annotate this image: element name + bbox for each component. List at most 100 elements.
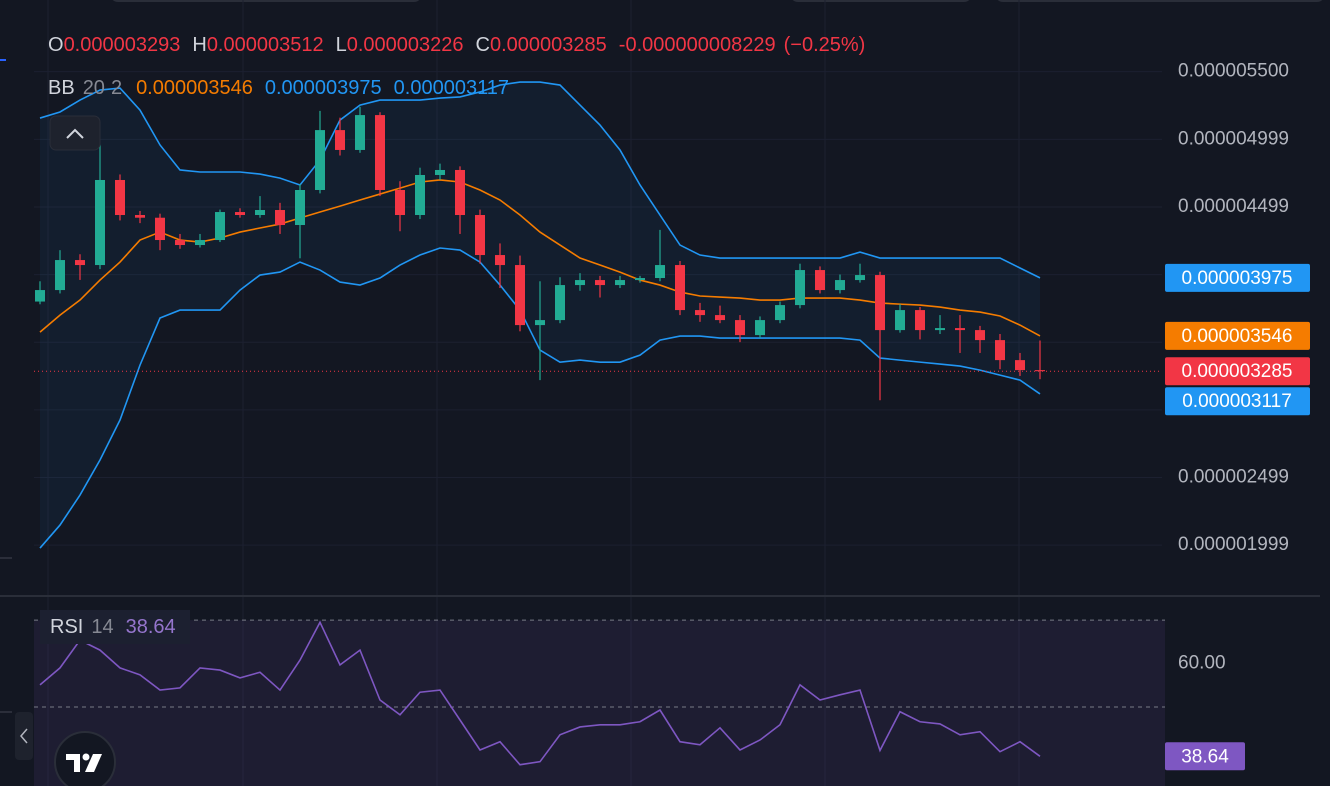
candle-body bbox=[695, 310, 705, 316]
candle-body bbox=[1035, 370, 1045, 372]
indicator-param: 14 bbox=[91, 615, 114, 638]
time-grid bbox=[47, 0, 1020, 786]
candle-body bbox=[655, 265, 665, 279]
rsi-band-bg bbox=[34, 620, 1165, 786]
candle-body bbox=[775, 305, 785, 321]
candle-body bbox=[575, 280, 585, 286]
y-tick-label: 0.000002499 bbox=[1178, 467, 1289, 488]
candle-body bbox=[175, 240, 185, 246]
candle-body bbox=[535, 320, 545, 326]
candle-body bbox=[415, 174, 425, 216]
bb-legend: BB 20 2 0.000003546 0.000003975 0.000003… bbox=[48, 77, 513, 100]
candle-body bbox=[715, 315, 725, 321]
logo-shape bbox=[85, 754, 102, 772]
rsi-badge-label: 38.64 bbox=[1181, 746, 1229, 767]
candle-body bbox=[255, 210, 265, 216]
candle-body bbox=[35, 290, 45, 302]
ohlc-label: C bbox=[475, 34, 490, 56]
bb-band-line bbox=[39, 81, 1041, 279]
candle-body bbox=[475, 215, 485, 256]
candle-body bbox=[1015, 360, 1025, 371]
tradingview-logo[interactable] bbox=[54, 731, 116, 786]
ohlc-value: 0.000003512 bbox=[206, 34, 324, 56]
indicator-name: RSI bbox=[50, 615, 84, 638]
logo-shape bbox=[82, 753, 90, 761]
chevron-icon bbox=[66, 128, 84, 139]
candle-body bbox=[115, 179, 125, 216]
left-sidebar bbox=[0, 59, 33, 760]
candle-body bbox=[215, 212, 225, 241]
bb-basis-line bbox=[39, 179, 1041, 337]
candle-body bbox=[915, 310, 925, 331]
candle-body bbox=[55, 260, 65, 291]
rsi-value: 38.64 bbox=[125, 615, 176, 638]
candle-body bbox=[95, 179, 105, 266]
button-bg[interactable] bbox=[49, 115, 101, 151]
candle-body bbox=[895, 310, 905, 331]
ohlc-legend: O 0.000003293 H 0.000003512 L 0.000003226 C… bbox=[48, 34, 869, 57]
candle-body bbox=[235, 212, 245, 216]
y-tick-label: 0.000004499 bbox=[1178, 196, 1289, 217]
y-tick-label: 0.000005500 bbox=[1178, 61, 1289, 82]
price-badge bbox=[1165, 387, 1310, 416]
bb-basis-value: 0.000003546 bbox=[136, 77, 253, 99]
ohlc-value: 0.000003285 bbox=[489, 34, 607, 56]
candle-body bbox=[855, 275, 865, 281]
indicator-name: BB bbox=[48, 77, 75, 99]
candle-body bbox=[675, 265, 685, 311]
candle-body bbox=[395, 189, 405, 216]
price-badge-label: 0.000003975 bbox=[1182, 268, 1293, 289]
candle-body bbox=[435, 169, 445, 175]
candle-body bbox=[875, 275, 885, 331]
candle-body bbox=[975, 330, 985, 341]
price-badge bbox=[1165, 357, 1310, 386]
bb-lower-value: 0.000003117 bbox=[393, 77, 509, 99]
toolbar-chip[interactable] bbox=[110, 0, 422, 2]
y-tick-label: 60.00 bbox=[1178, 653, 1226, 674]
indicator-param: 2 bbox=[110, 77, 123, 99]
candle-body bbox=[935, 328, 945, 331]
candle-body bbox=[495, 255, 505, 266]
collapse-legend-button[interactable] bbox=[49, 115, 101, 151]
y-tick-label: 0.000001999 bbox=[1178, 534, 1289, 555]
price-badge-label: 0.000003117 bbox=[1182, 391, 1292, 412]
candle-body bbox=[795, 270, 805, 306]
rsi-badge bbox=[1165, 742, 1245, 771]
candle-body bbox=[755, 320, 765, 336]
candle-body bbox=[155, 217, 165, 241]
ohlc-label: O bbox=[48, 34, 64, 56]
candle-body bbox=[195, 240, 205, 246]
candle-body bbox=[355, 115, 365, 150]
price-badge bbox=[1165, 321, 1310, 350]
price-axis: 0.000005500 0.000004999 0.000004499 0.00000… bbox=[1165, 61, 1310, 771]
candle-body bbox=[835, 280, 845, 291]
indicator-param: 20 bbox=[82, 77, 105, 99]
candle-body bbox=[375, 115, 385, 190]
rsi-legend: RSI 14 38.64 bbox=[40, 610, 190, 644]
candle-body bbox=[995, 340, 1005, 361]
collapse-tab[interactable] bbox=[15, 712, 33, 760]
price-pane bbox=[34, 71, 1162, 549]
candle-body bbox=[615, 280, 625, 286]
collapse-tab-icon bbox=[20, 728, 28, 744]
candle-body bbox=[75, 260, 85, 266]
toolbar-chip[interactable] bbox=[995, 0, 1325, 2]
ohlc-value: 0.000003226 bbox=[346, 34, 464, 56]
candle-body bbox=[135, 215, 145, 218]
rsi-line bbox=[39, 620, 1041, 766]
rsi-pane bbox=[34, 619, 1165, 786]
price-badge bbox=[1165, 263, 1310, 292]
candle-body bbox=[595, 280, 605, 286]
candle-body bbox=[635, 278, 645, 281]
toolbar-chip[interactable] bbox=[790, 0, 972, 2]
candle-body bbox=[735, 320, 745, 336]
candle-body bbox=[335, 130, 345, 150]
change-value: -0.000000008229 bbox=[618, 34, 776, 56]
candle-body bbox=[455, 169, 465, 216]
ohlc-label: L bbox=[335, 34, 347, 56]
top-toolbar bbox=[110, 0, 1325, 2]
candle-body bbox=[555, 285, 565, 321]
ohlc-value: 0.000003293 bbox=[63, 34, 181, 56]
